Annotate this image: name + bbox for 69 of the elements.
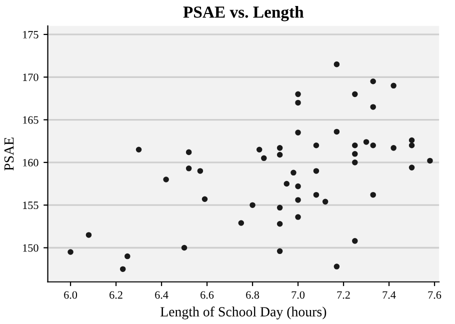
point bbox=[295, 197, 301, 203]
x-tick-label: 7.6 bbox=[428, 291, 442, 299]
point bbox=[276, 204, 283, 211]
point bbox=[408, 137, 415, 144]
x-tick-label: 6.4 bbox=[155, 291, 168, 299]
point bbox=[276, 220, 283, 227]
point bbox=[120, 266, 126, 272]
y-tick-label: 150 bbox=[23, 244, 38, 252]
point bbox=[250, 202, 256, 208]
point bbox=[284, 180, 290, 187]
point bbox=[352, 160, 358, 166]
x-axis-title: Length of School Day (hours) bbox=[160, 306, 326, 320]
point bbox=[256, 146, 262, 153]
x-tick-label: 6.2 bbox=[110, 291, 122, 299]
point bbox=[370, 142, 376, 148]
point bbox=[352, 238, 358, 244]
y-axis-title: PSAE bbox=[4, 138, 14, 170]
point bbox=[370, 192, 376, 198]
y-tick-label: 175 bbox=[23, 30, 38, 38]
point bbox=[363, 139, 370, 145]
point bbox=[197, 168, 204, 174]
point bbox=[334, 128, 340, 135]
point bbox=[322, 198, 328, 205]
point bbox=[276, 152, 283, 158]
point bbox=[238, 220, 244, 226]
y-tick-label: 160 bbox=[23, 158, 38, 166]
point bbox=[370, 78, 376, 84]
x-tick-label: 6.0 bbox=[64, 291, 78, 299]
point bbox=[136, 146, 142, 153]
point bbox=[295, 130, 301, 136]
point bbox=[86, 232, 92, 238]
point bbox=[352, 91, 358, 98]
point bbox=[352, 142, 358, 148]
x-tick-label: 6.6 bbox=[200, 291, 214, 299]
point bbox=[334, 61, 340, 68]
x-tick-label: 6.8 bbox=[246, 291, 260, 299]
point bbox=[186, 149, 192, 156]
point bbox=[181, 244, 188, 251]
point bbox=[163, 176, 169, 182]
point bbox=[295, 214, 301, 220]
point bbox=[68, 249, 74, 255]
point bbox=[313, 168, 320, 174]
point bbox=[186, 166, 192, 172]
point bbox=[390, 82, 396, 89]
point bbox=[202, 196, 208, 202]
point bbox=[408, 164, 415, 170]
point bbox=[370, 104, 376, 110]
point bbox=[313, 192, 320, 198]
y-tick-label: 165 bbox=[23, 116, 38, 124]
point bbox=[390, 145, 396, 151]
point bbox=[352, 151, 358, 157]
x-tick-label: 7.2 bbox=[337, 291, 350, 299]
point bbox=[261, 155, 267, 162]
point bbox=[334, 264, 340, 270]
point bbox=[124, 253, 130, 260]
point bbox=[276, 145, 283, 151]
x-tick-label: 7.0 bbox=[292, 291, 305, 299]
point bbox=[408, 142, 415, 148]
point bbox=[427, 158, 433, 164]
point bbox=[276, 248, 283, 254]
chart-title: PSAE vs. Length bbox=[183, 6, 304, 22]
point bbox=[290, 170, 296, 176]
point bbox=[295, 91, 301, 98]
x-tick-label: 7.4 bbox=[382, 291, 396, 299]
y-tick-label: 170 bbox=[23, 74, 38, 82]
point bbox=[313, 142, 320, 148]
point bbox=[295, 100, 301, 106]
y-tick-label: 155 bbox=[23, 202, 38, 210]
point bbox=[295, 183, 301, 190]
